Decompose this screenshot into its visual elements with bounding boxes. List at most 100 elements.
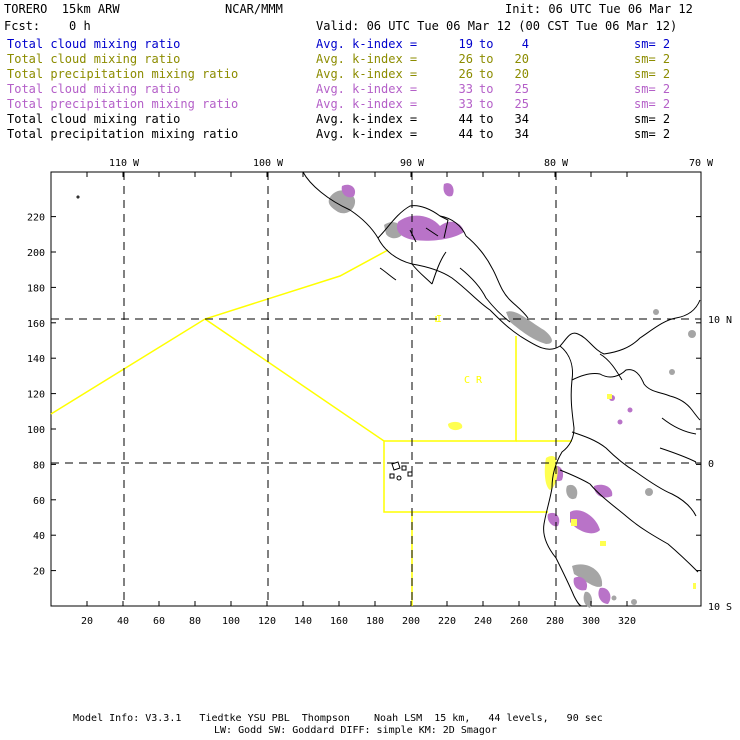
x-tick-label: 200	[402, 616, 420, 627]
coastline	[302, 171, 701, 607]
legend-avg: Avg. k-index =	[316, 112, 418, 126]
x-tick-label: 20	[81, 616, 93, 627]
legend-to: to	[479, 82, 494, 96]
x-tick-label: 140	[294, 616, 312, 627]
legend-lo: 20	[514, 52, 529, 66]
legend-lo: 25	[514, 97, 529, 111]
legend-hi: 44	[458, 112, 473, 126]
legend-to: to	[479, 97, 494, 111]
longitude-label: 100 W	[253, 158, 284, 169]
legend-to: to	[479, 52, 494, 66]
forecast-hour: Fcst: 0 h	[4, 19, 91, 33]
x-tick-label: 100	[222, 616, 240, 627]
yellow-boundaries	[50, 249, 572, 606]
x-tick-label: 80	[189, 616, 201, 627]
legend-avg: Avg. k-index =	[316, 52, 418, 66]
longitude-labels: 110 W 100 W 90 W 80 W 70 W	[109, 158, 714, 169]
x-tick-label: 60	[153, 616, 165, 627]
x-tick-label: 120	[258, 616, 276, 627]
init-time: Init: 06 UTC Tue 06 Mar 12	[505, 2, 693, 16]
axis-ticks	[51, 172, 701, 606]
legend-sm: sm= 2	[634, 112, 671, 126]
y-tick-label: 220	[27, 213, 45, 224]
legend-field: Total cloud mixing ratio	[7, 112, 181, 126]
y-tick-label: 40	[33, 531, 45, 542]
legend-lo: 34	[514, 112, 529, 126]
legend-sm: sm= 2	[634, 67, 671, 81]
model-title: TORERO 15km ARW	[4, 2, 120, 16]
x-tick-label: 300	[582, 616, 600, 627]
x-tick-label: 160	[330, 616, 348, 627]
yellow-annotation-i: I	[436, 314, 442, 325]
model-physics: LW: Godd SW: Goddard DIFF: simple KM: 2D…	[214, 725, 497, 736]
legend-hi: 33	[458, 82, 473, 96]
legend-avg: Avg. k-index =	[316, 67, 418, 81]
legend-avg: Avg. k-index =	[316, 127, 418, 141]
x-tick-label: 260	[510, 616, 528, 627]
legend-sm: sm= 2	[634, 37, 671, 51]
yellow-annotation: C R	[464, 375, 483, 386]
legend-sm: sm= 2	[634, 82, 671, 96]
legend-row: Total cloud mixing ratio Avg. k-index = 19…	[7, 37, 737, 52]
y-tick-label: 20	[33, 567, 45, 578]
legend-field: Total precipitation mixing ratio	[7, 67, 239, 81]
longitude-label: 70 W	[689, 158, 714, 169]
legend-avg: Avg. k-index =	[316, 37, 418, 51]
legend-lo: 4	[521, 37, 529, 51]
legend-avg: Avg. k-index =	[316, 97, 418, 111]
grid-lines	[51, 172, 701, 606]
legend-lo: 20	[514, 67, 529, 81]
y-tick-label: 160	[27, 319, 45, 330]
legend-to: to	[479, 67, 494, 81]
x-tick-label: 240	[474, 616, 492, 627]
legend-field: Total cloud mixing ratio	[7, 52, 181, 66]
x-tick-label: 40	[117, 616, 129, 627]
latitude-label: 10 N	[708, 315, 732, 326]
legend-row: Total precipitation mixing ratio Avg. k-i…	[7, 67, 737, 82]
legend-hi: 19	[458, 37, 473, 51]
valid-time: Valid: 06 UTC Tue 06 Mar 12 (00 CST Tue …	[316, 19, 678, 33]
longitude-label: 90 W	[400, 158, 425, 169]
x-tick-label: 180	[366, 616, 384, 627]
legend-hi: 44	[458, 127, 473, 141]
legend-row: Total precipitation mixing ratio Avg. k-i…	[7, 127, 737, 142]
x-tick-label: 220	[438, 616, 456, 627]
legend-lo: 25	[514, 82, 529, 96]
legend-to: to	[479, 37, 494, 51]
legend-to: to	[479, 112, 494, 126]
model-info: Model Info: V3.3.1 Tiedtke YSU PBL Thomp…	[73, 713, 603, 724]
y-tick-label: 120	[27, 390, 45, 401]
latitude-label: 0	[708, 459, 714, 470]
latitude-label: 10 S	[708, 602, 732, 613]
legend-hi: 26	[458, 67, 473, 81]
legend-sm: sm= 2	[634, 52, 671, 66]
y-axis-labels: 20 40 60 80 100 120 140 160 180 200 220	[27, 213, 45, 578]
legend-sm: sm= 2	[634, 127, 671, 141]
x-tick-label: 320	[618, 616, 636, 627]
legend-field: Total precipitation mixing ratio	[7, 97, 239, 111]
legend-field: Total cloud mixing ratio	[7, 37, 181, 51]
legend-avg: Avg. k-index =	[316, 82, 418, 96]
legend-lo: 34	[514, 127, 529, 141]
x-tick-label: 280	[546, 616, 564, 627]
legend-to: to	[479, 127, 494, 141]
y-tick-label: 180	[27, 283, 45, 294]
x-axis-labels: 20 40 60 80 100 120 140 160 180 200 220 240 260 280 30…	[81, 616, 636, 627]
legend-field: Total precipitation mixing ratio	[7, 127, 239, 141]
y-tick-label: 200	[27, 248, 45, 259]
legend-hi: 26	[458, 52, 473, 66]
y-tick-label: 60	[33, 496, 45, 507]
legend-row: Total precipitation mixing ratio Avg. k-i…	[7, 97, 737, 112]
map-frame	[50, 171, 702, 607]
y-tick-label: 140	[27, 354, 45, 365]
legend-row: Total cloud mixing ratio Avg. k-index = 26…	[7, 52, 737, 67]
y-tick-label: 80	[33, 460, 45, 471]
longitude-label: 80 W	[544, 158, 569, 169]
legend-sm: sm= 2	[634, 97, 671, 111]
longitude-label: 110 W	[109, 158, 140, 169]
legend-field: Total cloud mixing ratio	[7, 82, 181, 96]
org-label: NCAR/MMM	[225, 2, 283, 16]
legend-hi: 33	[458, 97, 473, 111]
latitude-labels: 10 N 0 10 S	[708, 315, 732, 613]
